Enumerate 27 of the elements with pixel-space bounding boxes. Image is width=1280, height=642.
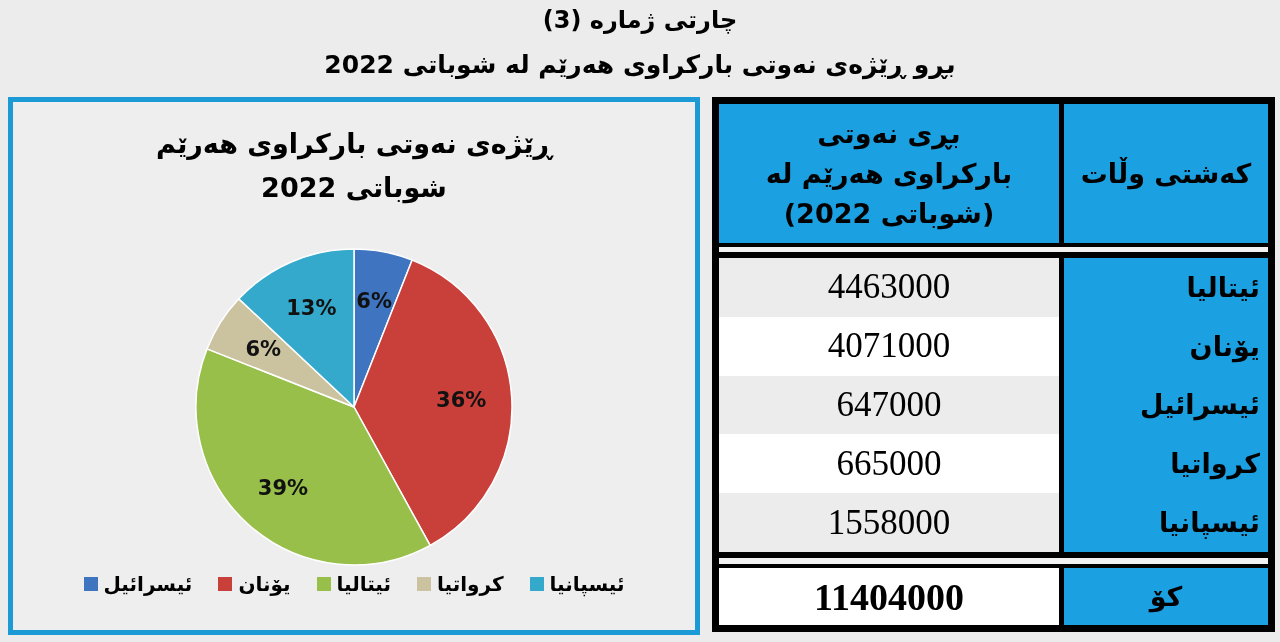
legend-label: ئیسپانیا — [549, 572, 625, 596]
data-label: 6% — [245, 337, 282, 362]
category-label: کرواتیا — [1170, 448, 1261, 480]
data-label: 647000 — [836, 384, 942, 425]
text: 11404000 — [814, 575, 964, 618]
data-label: 36% — [436, 388, 487, 413]
chart-title: ڕێژەی نەوتی بارکراوی هەرێم شوباتی 2022 — [155, 127, 555, 206]
data-label: 13% — [286, 296, 337, 321]
category-label: ئیتالیا — [1186, 271, 1261, 303]
data-label: 4463000 — [827, 267, 951, 308]
legend-label: یۆنان — [238, 572, 291, 596]
text: چارتی ژمارە (3) — [541, 5, 739, 36]
data-label: 1558000 — [827, 502, 951, 543]
text: بڕو ڕێژەی نەوتی بارکراوی هەرێم لە شوباتی 2022 — [323, 49, 957, 82]
data-label: 6% — [356, 289, 392, 314]
legend-label: کرواتیا — [437, 572, 504, 596]
legend-label: ئیسرائیل — [103, 572, 193, 596]
category-label: ئیسپانیا — [1158, 507, 1261, 539]
data-label: 665000 — [836, 443, 942, 484]
text: کۆ — [1149, 581, 1183, 612]
data-label: 4071000 — [827, 326, 951, 367]
category-label: یۆنان — [1189, 330, 1261, 362]
category-label: ئیسرائیل — [1140, 389, 1261, 421]
text: بڕی نەوتی بارکراوی هەرێم لە (شوباتی 2022) — [764, 116, 1014, 232]
legend-label: ئیتالیا — [336, 572, 392, 596]
text: کەشتی وڵات — [1080, 158, 1252, 189]
data-label: 39% — [257, 475, 309, 500]
